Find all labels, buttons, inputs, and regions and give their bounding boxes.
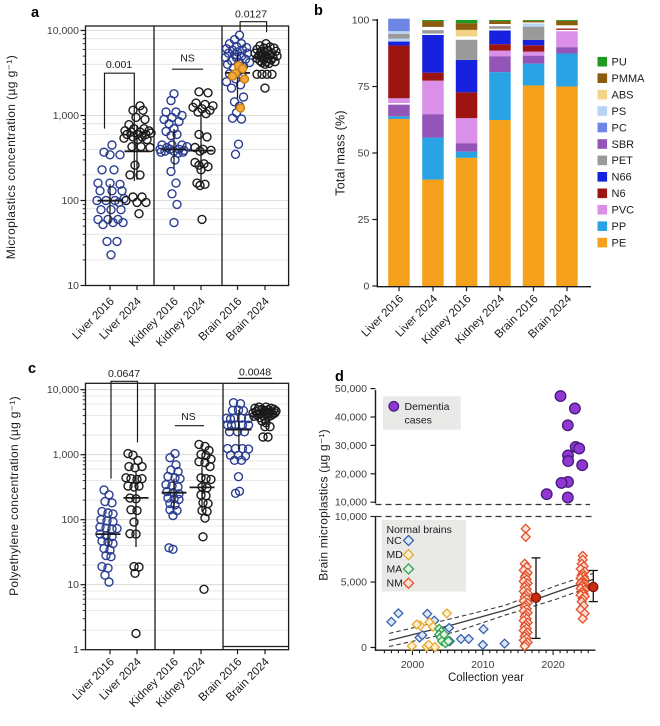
svg-text:2010: 2010: [471, 659, 495, 671]
svg-text:1: 1: [73, 644, 79, 656]
svg-text:100: 100: [61, 514, 79, 526]
svg-text:0: 0: [361, 642, 367, 654]
svg-text:10,000: 10,000: [47, 25, 79, 37]
svg-text:0.0127: 0.0127: [235, 9, 267, 21]
svg-text:100: 100: [352, 15, 370, 27]
svg-text:0.0647: 0.0647: [108, 368, 140, 380]
svg-text:PMMA: PMMA: [612, 73, 646, 85]
svg-text:20,000: 20,000: [335, 468, 367, 480]
svg-text:Polyethylene concentration (µg: Polyethylene concentration (µg g⁻¹): [7, 396, 21, 596]
svg-text:PU: PU: [612, 57, 627, 69]
svg-text:N66: N66: [612, 172, 632, 184]
svg-text:cases: cases: [405, 415, 432, 427]
svg-text:PP: PP: [612, 221, 627, 233]
svg-text:PE: PE: [612, 237, 627, 249]
svg-text:10,000: 10,000: [47, 384, 79, 396]
svg-text:10,000: 10,000: [335, 511, 367, 523]
svg-text:NC: NC: [387, 535, 403, 547]
svg-text:N6: N6: [612, 188, 626, 200]
svg-text:10: 10: [67, 579, 79, 591]
svg-text:40,000: 40,000: [335, 412, 367, 424]
svg-text:2000: 2000: [401, 659, 425, 671]
svg-text:10,000: 10,000: [335, 497, 367, 509]
svg-text:d: d: [335, 369, 344, 385]
svg-text:NS: NS: [181, 411, 196, 423]
svg-text:10: 10: [67, 280, 79, 292]
svg-text:MA: MA: [387, 564, 403, 576]
svg-text:NM: NM: [387, 578, 403, 590]
svg-text:NS: NS: [180, 53, 195, 65]
svg-text:1,000: 1,000: [53, 449, 79, 461]
svg-text:PS: PS: [612, 106, 627, 118]
svg-text:30,000: 30,000: [335, 440, 367, 452]
svg-text:50,000: 50,000: [335, 383, 367, 395]
svg-text:Brain microplastics (µg g⁻¹): Brain microplastics (µg g⁻¹): [317, 429, 331, 581]
svg-text:75: 75: [358, 81, 370, 93]
svg-text:25: 25: [358, 214, 370, 226]
svg-text:Dementia: Dementia: [405, 401, 450, 413]
svg-text:1,000: 1,000: [53, 110, 79, 122]
svg-text:2020: 2020: [541, 659, 565, 671]
svg-text:PC: PC: [612, 122, 627, 134]
svg-text:SBR: SBR: [612, 139, 635, 151]
svg-text:PET: PET: [612, 155, 634, 167]
svg-text:50: 50: [358, 148, 370, 160]
svg-text:ABS: ABS: [612, 89, 634, 101]
svg-text:5,000: 5,000: [341, 577, 367, 589]
svg-text:Collection year: Collection year: [448, 672, 524, 684]
svg-text:c: c: [28, 361, 36, 377]
svg-text:PVC: PVC: [612, 205, 635, 217]
svg-text:0.0048: 0.0048: [239, 367, 271, 379]
svg-text:0.001: 0.001: [106, 59, 132, 71]
svg-text:MD: MD: [387, 549, 404, 561]
svg-text:100: 100: [61, 195, 79, 207]
svg-text:Total mass (%): Total mass (%): [334, 110, 348, 195]
svg-text:b: b: [314, 3, 323, 19]
svg-text:Normal brains: Normal brains: [387, 524, 452, 536]
svg-text:a: a: [31, 5, 40, 21]
svg-text:0: 0: [363, 281, 369, 293]
svg-text:Microplastics concentration (µ: Microplastics concentration (µg g⁻¹): [4, 55, 18, 259]
